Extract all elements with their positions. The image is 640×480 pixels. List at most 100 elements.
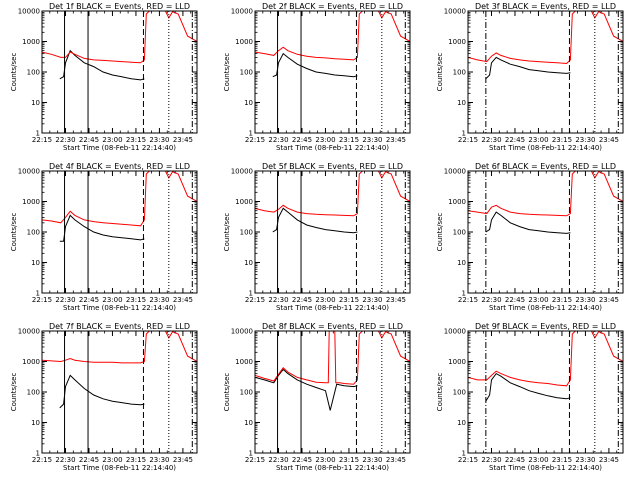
series-group [42, 11, 197, 81]
y-tick-label: 100 [27, 69, 40, 77]
y-tick-label: 1000 [22, 358, 40, 366]
x-tick-label: 23:30 [362, 136, 382, 144]
x-tick-label: 23:15 [552, 296, 572, 304]
panel-4: Det 4f BLACK = Events, RED = LLD 1 10 100 10… [10, 162, 198, 312]
y-axis-label: Counts/sec [223, 213, 231, 252]
y-tick-label: 10 [31, 99, 40, 107]
y-tick-label: 10000 [444, 328, 466, 336]
x-tick-label: 23:30 [362, 296, 382, 304]
y-tick-label: 1 [249, 290, 253, 298]
x-tick-label: 23:45 [386, 456, 406, 464]
panel-title: Det 1f BLACK = Events, RED = LLD [49, 2, 190, 11]
x-tick-label: 23:15 [126, 456, 146, 464]
x-tick-label: 23:00 [528, 456, 548, 464]
x-tick-label: 22:45 [79, 296, 99, 304]
x-axis-label: Start Time (08-Feb-11 22:14:40) [63, 464, 176, 472]
x-tick-label: 22:45 [505, 296, 525, 304]
panel-5: Det 5f BLACK = Events, RED = LLD 1 10 100 10… [223, 162, 411, 312]
y-tick-label: 1 [249, 130, 253, 138]
panel-title: Det 3f BLACK = Events, RED = LLD [475, 2, 616, 11]
series-events-line [255, 368, 358, 411]
x-tick-label: 23:30 [149, 456, 169, 464]
panel-1: Det 1f BLACK = Events, RED = LLD 1 10 100 10… [10, 2, 198, 152]
y-tick-label: 1000 [22, 198, 40, 206]
y-tick-label: 1000 [235, 358, 253, 366]
x-tick-label: 22:30 [55, 456, 75, 464]
x-tick-label: 23:00 [528, 136, 548, 144]
x-tick-label: 23:15 [339, 456, 359, 464]
x-tick-label: 23:45 [173, 136, 193, 144]
y-tick-label: 10 [31, 259, 40, 267]
y-tick-label: 1000 [448, 198, 466, 206]
x-tick-label: 23:15 [126, 136, 146, 144]
y-tick-label: 100 [240, 389, 253, 397]
x-tick-label: 23:45 [599, 296, 619, 304]
y-tick-label: 100 [27, 389, 40, 397]
y-tick-label: 10000 [18, 168, 40, 176]
series-events-line [59, 374, 145, 409]
x-tick-label: 22:45 [505, 456, 525, 464]
series-lld-line [468, 171, 623, 217]
x-tick-label: 22:30 [268, 456, 288, 464]
panel-title: Det 6f BLACK = Events, RED = LLD [475, 162, 616, 171]
y-tick-label: 10000 [444, 8, 466, 16]
x-tick-label: 22:45 [292, 456, 312, 464]
y-axis-label: Counts/sec [223, 53, 231, 92]
y-tick-label: 1000 [22, 38, 40, 46]
y-tick-label: 10 [244, 99, 253, 107]
series-events-line [272, 52, 358, 78]
x-tick-label: 22:30 [481, 296, 501, 304]
y-tick-label: 10000 [231, 8, 253, 16]
y-tick-label: 10 [457, 99, 466, 107]
x-axis-label: Start Time (08-Feb-11 22:14:40) [276, 464, 389, 472]
panel-title: Det 4f BLACK = Events, RED = LLD [49, 162, 190, 171]
x-tick-label: 23:30 [575, 136, 595, 144]
x-tick-label: 23:15 [126, 296, 146, 304]
series-group [468, 11, 623, 80]
x-tick-label: 22:45 [505, 136, 525, 144]
series-lld-line [468, 331, 623, 387]
panel-8: Det 8f BLACK = Events, RED = LLD 1 10 100 10… [223, 322, 411, 472]
x-tick-label: 22:45 [79, 456, 99, 464]
series-events-line [485, 372, 571, 402]
x-tick-label: 22:15 [245, 296, 265, 304]
series-lld-line [42, 331, 197, 364]
x-axis-label: Start Time (08-Feb-11 22:14:40) [489, 464, 602, 472]
series-lld-line [42, 171, 197, 227]
panel-6: Det 6f BLACK = Events, RED = LLD 1 10 100 10… [436, 162, 624, 312]
x-tick-label: 22:30 [481, 456, 501, 464]
x-axis-label: Start Time (08-Feb-11 22:14:40) [276, 304, 389, 312]
y-tick-label: 10 [457, 259, 466, 267]
x-tick-label: 22:15 [32, 136, 52, 144]
x-axis-label: Start Time (08-Feb-11 22:14:40) [276, 144, 389, 152]
y-tick-label: 1 [462, 450, 466, 458]
y-tick-label: 10000 [18, 8, 40, 16]
x-axis-label: Start Time (08-Feb-11 22:14:40) [63, 144, 176, 152]
y-tick-label: 1 [36, 130, 40, 138]
y-axis-label: Counts/sec [10, 213, 18, 252]
x-tick-label: 23:00 [102, 296, 122, 304]
x-tick-label: 23:00 [315, 136, 335, 144]
panel-title: Det 7f BLACK = Events, RED = LLD [49, 322, 190, 331]
series-lld-line [255, 331, 410, 385]
x-tick-label: 23:45 [386, 136, 406, 144]
x-tick-label: 23:30 [149, 296, 169, 304]
panel-9: Det 9f BLACK = Events, RED = LLD 1 10 100 10… [436, 322, 624, 472]
y-tick-label: 10000 [231, 328, 253, 336]
x-tick-label: 23:00 [102, 136, 122, 144]
series-group [255, 11, 410, 78]
panel-title: Det 5f BLACK = Events, RED = LLD [262, 162, 403, 171]
series-events-line [59, 214, 145, 242]
x-tick-label: 22:15 [245, 456, 265, 464]
y-tick-label: 1 [249, 450, 253, 458]
y-axis-label: Counts/sec [223, 373, 231, 412]
x-tick-label: 22:30 [55, 296, 75, 304]
y-tick-label: 10 [457, 419, 466, 427]
panel-3: Det 3f BLACK = Events, RED = LLD 1 10 100 10… [436, 2, 624, 152]
panels: Det 1f BLACK = Events, RED = LLD 1 10 100 10… [10, 2, 624, 472]
x-tick-label: 23:45 [599, 456, 619, 464]
x-tick-label: 22:15 [32, 456, 52, 464]
x-tick-label: 23:45 [599, 136, 619, 144]
